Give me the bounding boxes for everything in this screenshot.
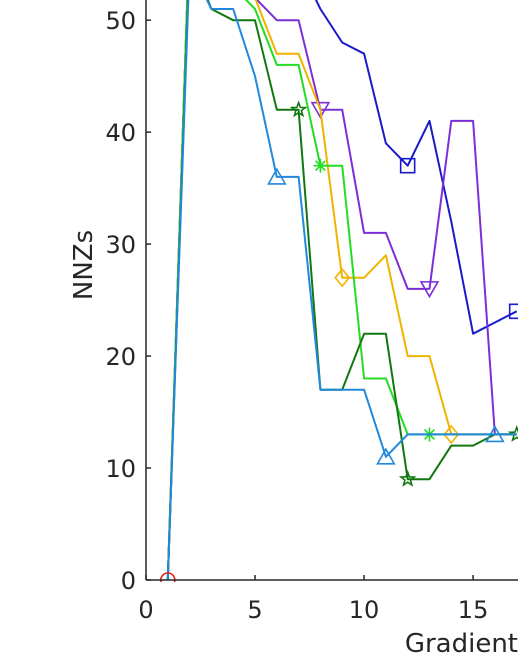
series-line: [166, 0, 517, 581]
y-tick-label: 10: [105, 455, 136, 483]
marker: [419, 281, 440, 299]
series-line: [166, 0, 518, 581]
marker: [508, 303, 518, 320]
marker: [398, 469, 417, 487]
marker: [267, 167, 287, 185]
y-tick-label: 20: [105, 343, 136, 371]
marker: [507, 425, 518, 442]
marker: [443, 424, 460, 445]
x-tick-label: 15: [458, 596, 489, 624]
marker: [376, 447, 396, 465]
marker: [310, 101, 331, 120]
series-line: [166, 0, 517, 581]
y-tick-label: 50: [105, 7, 136, 35]
x-tick-label: 5: [247, 596, 262, 624]
plot-area: [160, 0, 518, 582]
x-tick-label: 10: [349, 596, 380, 624]
marker: [289, 100, 308, 118]
y-tick-label: 30: [105, 231, 136, 259]
marker: [313, 158, 328, 173]
y-axis-label: NNZs: [69, 230, 99, 300]
y-tick-label: 40: [105, 119, 136, 147]
x-axis-label: Gradient: [405, 629, 518, 659]
marker: [334, 268, 351, 288]
marker: [485, 425, 505, 443]
marker: [399, 157, 416, 174]
y-tick-label: 0: [121, 567, 136, 595]
x-tick-label: 0: [138, 596, 153, 624]
